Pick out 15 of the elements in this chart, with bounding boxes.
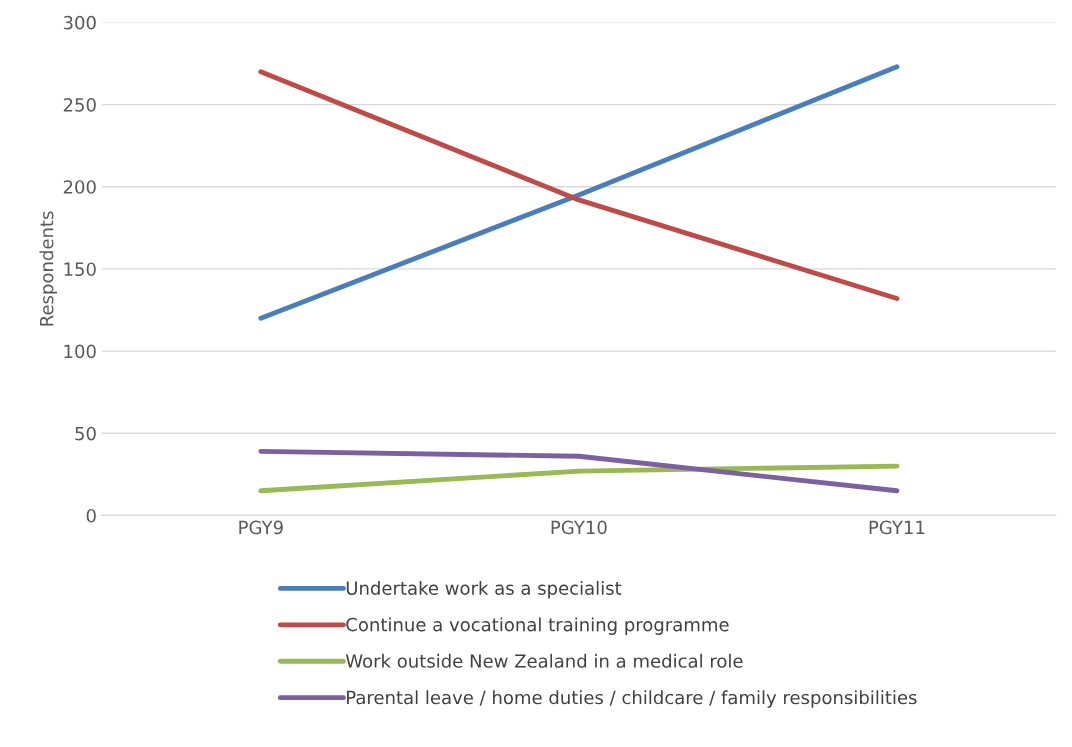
x-tick-label: PGY9 <box>239 520 283 535</box>
x-tick-label: PGY10 <box>551 520 607 535</box>
y-tick-label: 0 <box>86 508 96 523</box>
y-tick-label: 250 <box>63 98 96 112</box>
legend-label: Continue a vocational training programme <box>346 617 729 635</box>
y-axis-title: Respondents <box>39 211 57 326</box>
y-tick-label: 100 <box>64 344 96 359</box>
legend-label: Parental leave / home duties / childcare / family responsibilities <box>347 690 917 708</box>
legend-label: Work outside New Zealand in a medical role <box>345 653 743 668</box>
x-tick-label: PGY11 <box>869 520 925 535</box>
y-tick-label: 200 <box>63 180 96 194</box>
y-tick-label: 150 <box>64 262 96 277</box>
y-tick-label: 300 <box>63 15 96 30</box>
y-tick-label: 50 <box>75 426 96 441</box>
legend-label: Undertake work as a specialist <box>346 580 622 599</box>
